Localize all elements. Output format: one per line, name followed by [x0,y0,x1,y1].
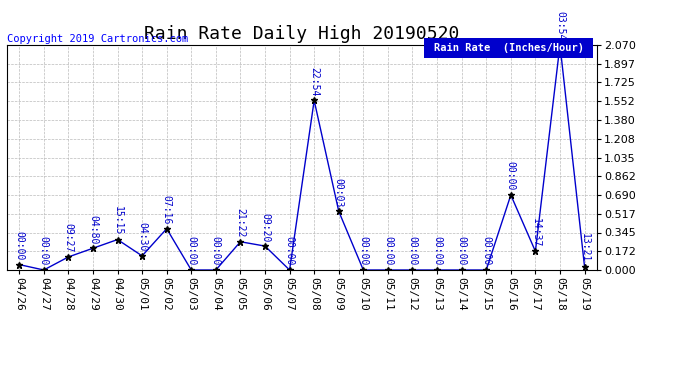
Text: 00:00: 00:00 [186,237,196,266]
Text: 15:15: 15:15 [112,206,123,236]
Text: 00:00: 00:00 [39,237,49,266]
Text: 04:30: 04:30 [137,222,147,252]
Text: 03:54: 03:54 [555,12,565,41]
Text: 00:00: 00:00 [506,162,516,191]
Text: 00:03: 00:03 [334,178,344,207]
Text: 00:00: 00:00 [481,237,491,266]
Text: 13:21: 13:21 [580,233,589,262]
Text: 09:20: 09:20 [260,213,270,242]
Text: 00:00: 00:00 [432,237,442,266]
Text: 04:80: 04:80 [88,215,98,244]
Text: Rain Rate  (Inches/Hour): Rain Rate (Inches/Hour) [434,43,584,53]
Text: 00:00: 00:00 [14,231,24,260]
Text: 09:27: 09:27 [63,224,73,253]
Text: 22:54: 22:54 [309,67,319,96]
Text: 00:00: 00:00 [383,237,393,266]
Text: Copyright 2019 Cartronics.com: Copyright 2019 Cartronics.com [7,34,188,44]
Text: 14:37: 14:37 [531,218,540,247]
Text: 07:16: 07:16 [161,195,172,225]
Text: 00:00: 00:00 [284,237,295,266]
Text: 00:00: 00:00 [457,237,466,266]
Title: Rain Rate Daily High 20190520: Rain Rate Daily High 20190520 [144,26,460,44]
Text: 00:00: 00:00 [408,237,417,266]
Text: 21:22: 21:22 [235,208,246,238]
Text: 00:00: 00:00 [358,237,368,266]
Text: 00:00: 00:00 [211,237,221,266]
